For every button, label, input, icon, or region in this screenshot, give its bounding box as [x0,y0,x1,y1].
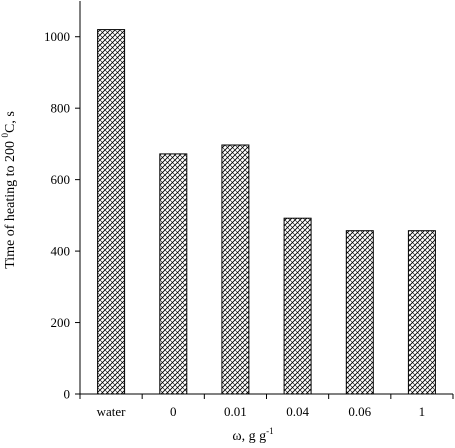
y-axis-title: Time of heating to 200 0C, s [0,111,18,269]
x-tick-label: water [97,404,127,419]
y-tick-label: 400 [51,244,71,259]
x-tick-label: 0.06 [348,404,371,419]
y-tick-label: 200 [51,315,71,330]
y-tick-label: 600 [51,172,71,187]
bar-0 [159,153,188,395]
x-tick-label: 0.01 [224,404,247,419]
y-tick-label: 0 [64,387,71,402]
bar-0.06 [345,230,374,395]
x-tick-label: 1 [419,404,426,419]
y-tick-label: 1000 [44,29,70,44]
x-tick-labels: water 0 0.01 0.04 0.06 1 [97,404,426,419]
x-tick-label: 0.04 [286,404,309,419]
x-axis-title: ω, g g-1 [232,426,273,444]
y-tick-label: 800 [51,101,71,116]
y-tick-labels: 0 200 400 600 800 1000 [44,29,70,401]
axes-group [75,1,454,399]
bars-group [97,29,436,395]
bar-water [97,29,126,395]
bar-0.04 [283,217,312,395]
bar-0.01 [221,144,250,395]
x-tick-label: 0 [170,404,177,419]
bar-1 [407,230,436,395]
